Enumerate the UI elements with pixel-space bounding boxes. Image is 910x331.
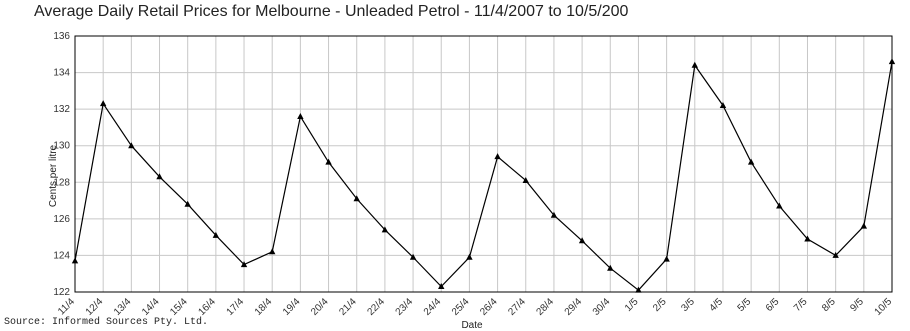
data-point	[212, 231, 220, 238]
data-point	[804, 235, 811, 242]
data-point	[438, 283, 445, 290]
x-tick-labels: 11/4 12/4 13/4 14/4 15/4 16/4 17/4 18/4 19/4 20/4…	[56, 296, 894, 318]
x-tick-label: 26/4	[478, 296, 500, 318]
x-tick-label: 30/4	[591, 296, 613, 318]
y-tick-label: 128	[53, 177, 70, 188]
x-tick-label: 28/4	[535, 296, 557, 318]
x-tick-label: 27/4	[506, 296, 528, 318]
data-point	[860, 222, 868, 229]
data-point	[71, 257, 79, 264]
x-tick-label: 19/4	[281, 296, 303, 318]
gridlines	[74, 35, 893, 293]
data-point	[325, 158, 332, 165]
x-tick-label: 10/5	[873, 296, 895, 318]
x-tick-label: 25/4	[450, 296, 472, 318]
data-point	[550, 211, 558, 218]
x-tick-label: 15/4	[168, 296, 190, 318]
x-tick-label: 20/4	[309, 296, 331, 318]
plot-frame	[74, 35, 893, 293]
x-tick-label: 21/4	[337, 296, 359, 318]
x-tick-label: 2/5	[651, 296, 669, 314]
data-point	[691, 61, 698, 68]
x-tick-label: 3/5	[679, 296, 697, 314]
x-tick-label: 16/4	[196, 296, 218, 318]
data-point	[832, 251, 839, 258]
y-tick-label: 126	[53, 214, 70, 225]
data-point	[578, 237, 586, 244]
x-tick-label: 18/4	[253, 296, 275, 318]
data-point	[663, 255, 670, 262]
x-tick-label: 14/4	[140, 296, 162, 318]
data-point	[522, 176, 529, 183]
x-tick-label: 22/4	[365, 296, 387, 318]
x-tick-label: 23/4	[394, 296, 416, 318]
x-tick-label: 29/4	[563, 296, 585, 318]
y-tick-label: 132	[53, 104, 70, 115]
x-tick-label: 4/5	[707, 296, 725, 314]
data-point	[156, 173, 163, 180]
x-tick-label: 24/4	[422, 296, 444, 318]
y-tick-label: 136	[53, 31, 70, 42]
x-tick-label: 6/5	[764, 296, 782, 314]
data-point	[409, 253, 417, 260]
data-point	[297, 112, 304, 119]
data-point	[607, 264, 614, 271]
chart-title: Average Daily Retail Prices for Melbourn…	[34, 3, 629, 20]
data-point	[269, 248, 276, 255]
x-tick-label: 13/4	[112, 296, 134, 318]
x-axis-label: Date	[461, 320, 483, 331]
x-tick-label: 9/5	[848, 296, 866, 314]
x-tick-label: 8/5	[820, 296, 838, 314]
y-tick-label: 122	[53, 287, 70, 298]
data-point	[635, 286, 642, 293]
data-point	[128, 142, 135, 149]
x-tick-label: 5/5	[736, 296, 754, 314]
x-tick-label: 1/5	[623, 296, 641, 314]
data-point	[240, 261, 248, 268]
data-point	[353, 195, 360, 202]
y-tick-label: 134	[53, 68, 70, 79]
y-tick-labels: 122 124 126 128 130 132 134 136	[53, 31, 70, 298]
x-tick-label: 7/5	[792, 296, 810, 314]
y-axis-label: Cents per litre	[48, 144, 59, 207]
y-tick-label: 124	[53, 250, 70, 261]
data-point	[747, 158, 755, 165]
data-point	[466, 253, 473, 260]
source-note: Source: Informed Sources Pty. Ltd.	[4, 317, 209, 328]
data-point	[494, 153, 501, 160]
data-point	[184, 200, 191, 207]
y-tick-label: 130	[53, 141, 70, 152]
data-point	[99, 100, 107, 107]
axes	[74, 35, 893, 293]
x-tick-label: 11/4	[56, 296, 77, 317]
data-point	[888, 58, 896, 65]
x-tick-label: 12/4	[84, 296, 106, 318]
series-group	[71, 58, 896, 293]
x-tick-label: 17/4	[225, 296, 247, 318]
series-line	[74, 61, 893, 291]
data-point	[381, 226, 389, 233]
data-point	[776, 202, 783, 209]
data-point	[719, 101, 727, 108]
